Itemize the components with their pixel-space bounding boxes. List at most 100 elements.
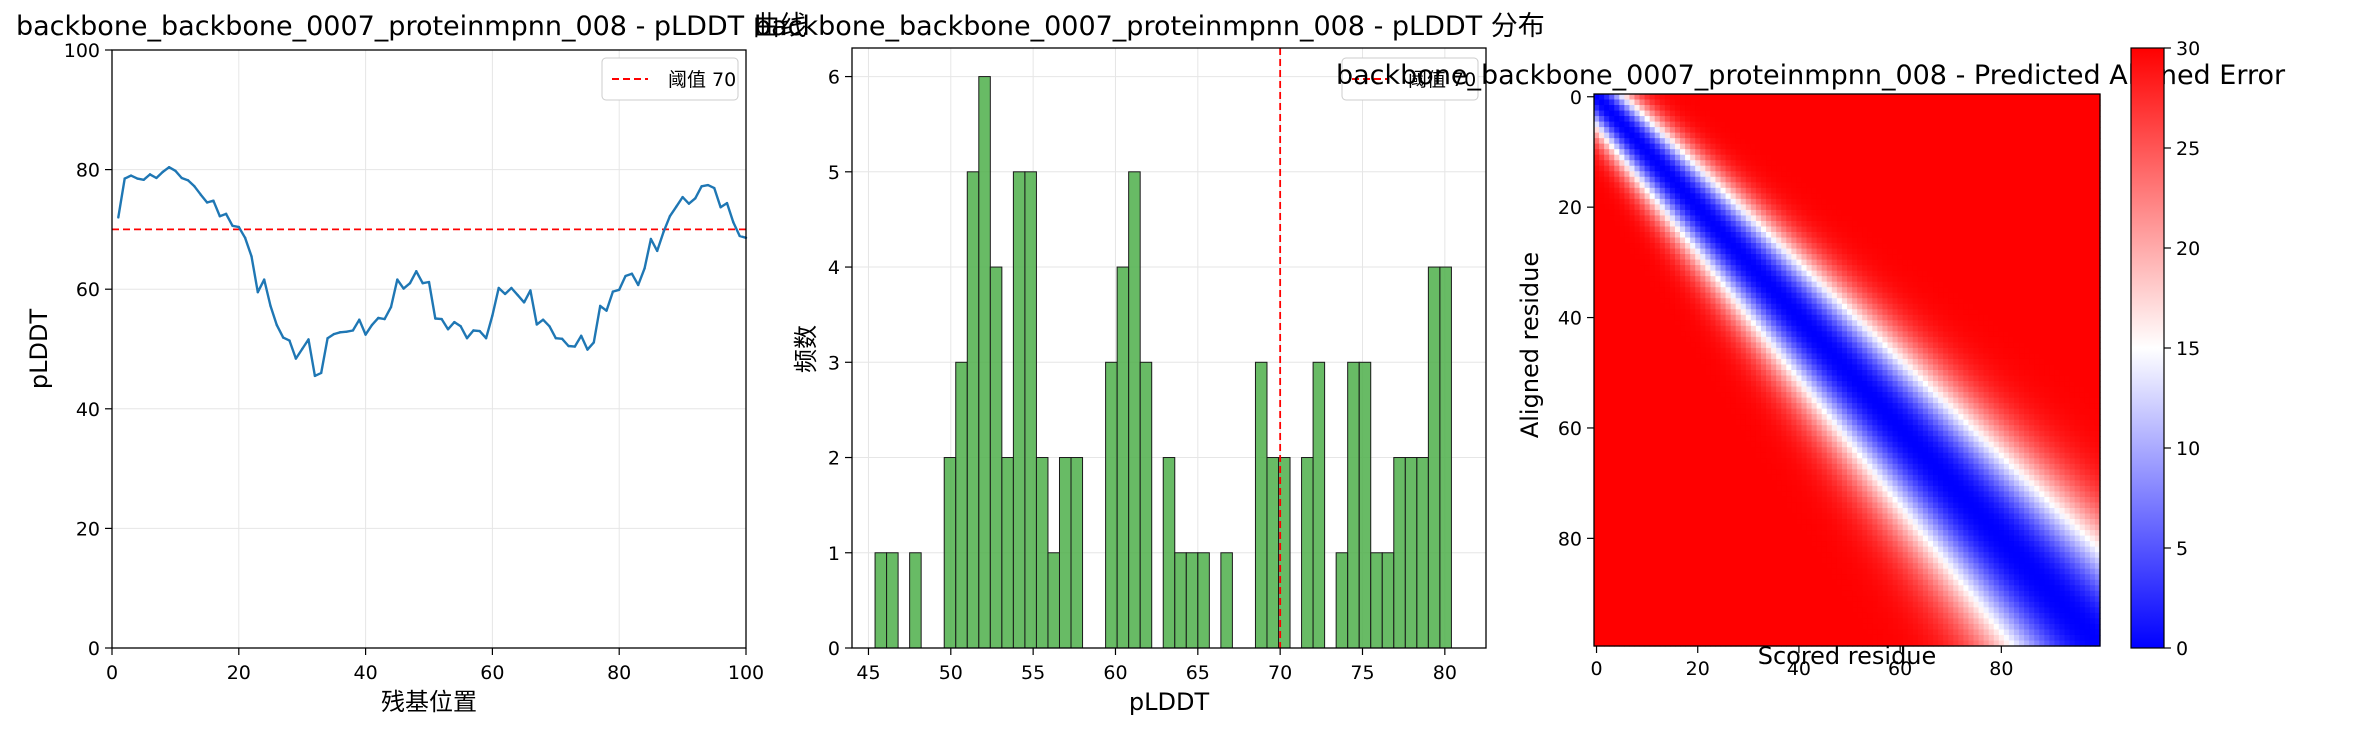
pae-heatmap-cell — [1887, 292, 1894, 299]
pae-heatmap-cell — [1776, 171, 1782, 178]
pae-heatmap-cell — [2003, 149, 2010, 156]
pae-heatmap-cell — [1664, 298, 1671, 305]
pae-heatmap-cell — [2084, 116, 2091, 123]
line-chart-point — [237, 225, 240, 229]
pae-heatmap-cell — [1993, 220, 2000, 228]
pae-heatmap-cell — [1634, 292, 1641, 299]
pae-heatmap-cell — [1887, 342, 1894, 349]
pae-heatmap-cell — [1816, 248, 1823, 255]
pae-heatmap-cell — [1943, 209, 1949, 217]
histogram-bars — [874, 76, 1452, 649]
line-chart-x-tick-label: 100 — [728, 662, 764, 684]
pae-heatmap-cell — [1821, 99, 1828, 106]
pae-heatmap-cell — [1685, 165, 1691, 172]
pae-heatmap-cell — [1760, 259, 1767, 266]
pae-heatmap-cell — [1730, 243, 1737, 250]
pae-heatmap-cell — [1664, 99, 1671, 106]
pae-heatmap-cell — [1629, 276, 1636, 283]
pae-heatmap-cell — [1968, 226, 1975, 233]
pae-heatmap-cell — [1771, 198, 1777, 205]
pae-heatmap-cell — [2079, 243, 2086, 250]
pae-heatmap-cell — [2019, 182, 2025, 189]
pae-heatmap-cell — [1644, 121, 1651, 128]
pae-heatmap-cell — [2069, 121, 2076, 128]
pae-heatmap-cell — [1933, 336, 1939, 343]
pae-heatmap-cell — [1750, 232, 1757, 239]
pae-heatmap-cell — [1594, 237, 1600, 244]
pae-heatmap-cell — [1877, 270, 1884, 277]
pae-heatmap-cell — [2064, 259, 2071, 266]
pae-heatmap-cell — [1852, 281, 1858, 288]
pae-heatmap-cell — [1740, 320, 1747, 327]
pae-heatmap-cell — [1922, 254, 1929, 261]
pae-heatmap-cell — [1705, 99, 1711, 106]
pae-heatmap-cell — [2029, 99, 2035, 106]
pae-heatmap-cell — [1594, 232, 1600, 239]
pae-heatmap-cell — [2029, 347, 2035, 355]
pae-heatmap-cell — [2029, 105, 2035, 112]
histogram-bar — [1381, 552, 1395, 649]
pae-heatmap-cell — [1862, 165, 1868, 172]
pae-heatmap-cell — [1710, 243, 1717, 250]
pae-heatmap-cell — [1897, 309, 1904, 316]
pae-heatmap-cell — [1927, 342, 1934, 349]
pae-heatmap-cell — [1725, 209, 1732, 217]
pae-heatmap-cell — [1847, 287, 1853, 294]
pae-heatmap-cell — [1998, 143, 2005, 150]
pae-heatmap-cell — [1872, 309, 1878, 316]
pae-heatmap-cell — [1927, 292, 1934, 299]
histogram-bar — [1058, 457, 1072, 649]
pae-heatmap-cell — [1907, 265, 1914, 272]
pae-heatmap-cell — [1973, 187, 1980, 194]
pae-heatmap-cell — [1685, 209, 1691, 217]
pae-heatmap-cell — [2049, 94, 2056, 101]
pae-heatmap-cell — [2084, 110, 2091, 117]
pae-heatmap-cell — [1710, 149, 1717, 156]
pae-heatmap-cell — [2039, 110, 2045, 117]
pae-heatmap-cell — [2054, 320, 2061, 327]
pae-heatmap-cell — [1766, 132, 1772, 139]
pae-heatmap-cell — [1735, 314, 1742, 321]
pae-heatmap-cell — [1806, 138, 1813, 145]
pae-heatmap-cell — [1943, 270, 1949, 277]
pae-heatmap-cell — [1674, 320, 1681, 327]
pae-heatmap-cell — [1604, 143, 1610, 150]
pae-heatmap-cell — [1659, 110, 1666, 117]
pae-heatmap-cell — [1725, 215, 1732, 222]
pae-heatmap-cell — [1948, 204, 1954, 211]
pae-heatmap-cell — [2084, 143, 2091, 150]
pae-heatmap-cell — [1811, 265, 1818, 272]
pae-heatmap-cell — [1927, 309, 1934, 316]
pae-heatmap-cell — [1700, 171, 1706, 178]
pae-heatmap-cell — [2013, 270, 2020, 277]
pae-heatmap-cell — [1644, 232, 1651, 239]
pae-heatmap-cell — [1659, 226, 1666, 233]
pae-heatmap-cell — [1917, 204, 1924, 211]
pae-heatmap-cell — [1745, 320, 1752, 327]
pae-heatmap-cell — [1907, 331, 1914, 338]
pae-heatmap-cell — [1917, 292, 1924, 299]
pae-heatmap-cell — [1902, 243, 1909, 250]
pae-heatmap-cell — [1680, 243, 1686, 250]
pae-heatmap-cell — [1674, 303, 1681, 310]
pae-heatmap-cell — [1953, 259, 1959, 266]
pae-heatmap-cell — [1806, 232, 1813, 239]
line-chart-point — [548, 325, 551, 328]
pae-heatmap-cell — [1705, 220, 1711, 228]
pae-heatmap-cell — [1659, 314, 1666, 321]
pae-heatmap-cell — [1781, 220, 1787, 228]
pae-heatmap-cell — [1857, 237, 1863, 244]
pae-heatmap-cell — [1811, 171, 1818, 178]
pae-heatmap-cell — [2008, 94, 2015, 101]
histogram-bar — [1128, 171, 1141, 649]
pae-heatmap-cell — [1826, 220, 1833, 228]
pae-heatmap-cell — [2054, 110, 2061, 117]
pae-heatmap-cell — [2049, 204, 2056, 211]
pae-heatmap-cell — [2029, 259, 2035, 266]
pae-heatmap-cell — [1862, 110, 1868, 117]
pae-heatmap-cell — [1922, 237, 1929, 244]
pae-heatmap-cell — [1811, 248, 1818, 255]
pae-heatmap-cell — [1599, 187, 1605, 194]
pae-heatmap-cell — [1669, 193, 1676, 200]
pae-heatmap-cell — [1659, 342, 1666, 349]
